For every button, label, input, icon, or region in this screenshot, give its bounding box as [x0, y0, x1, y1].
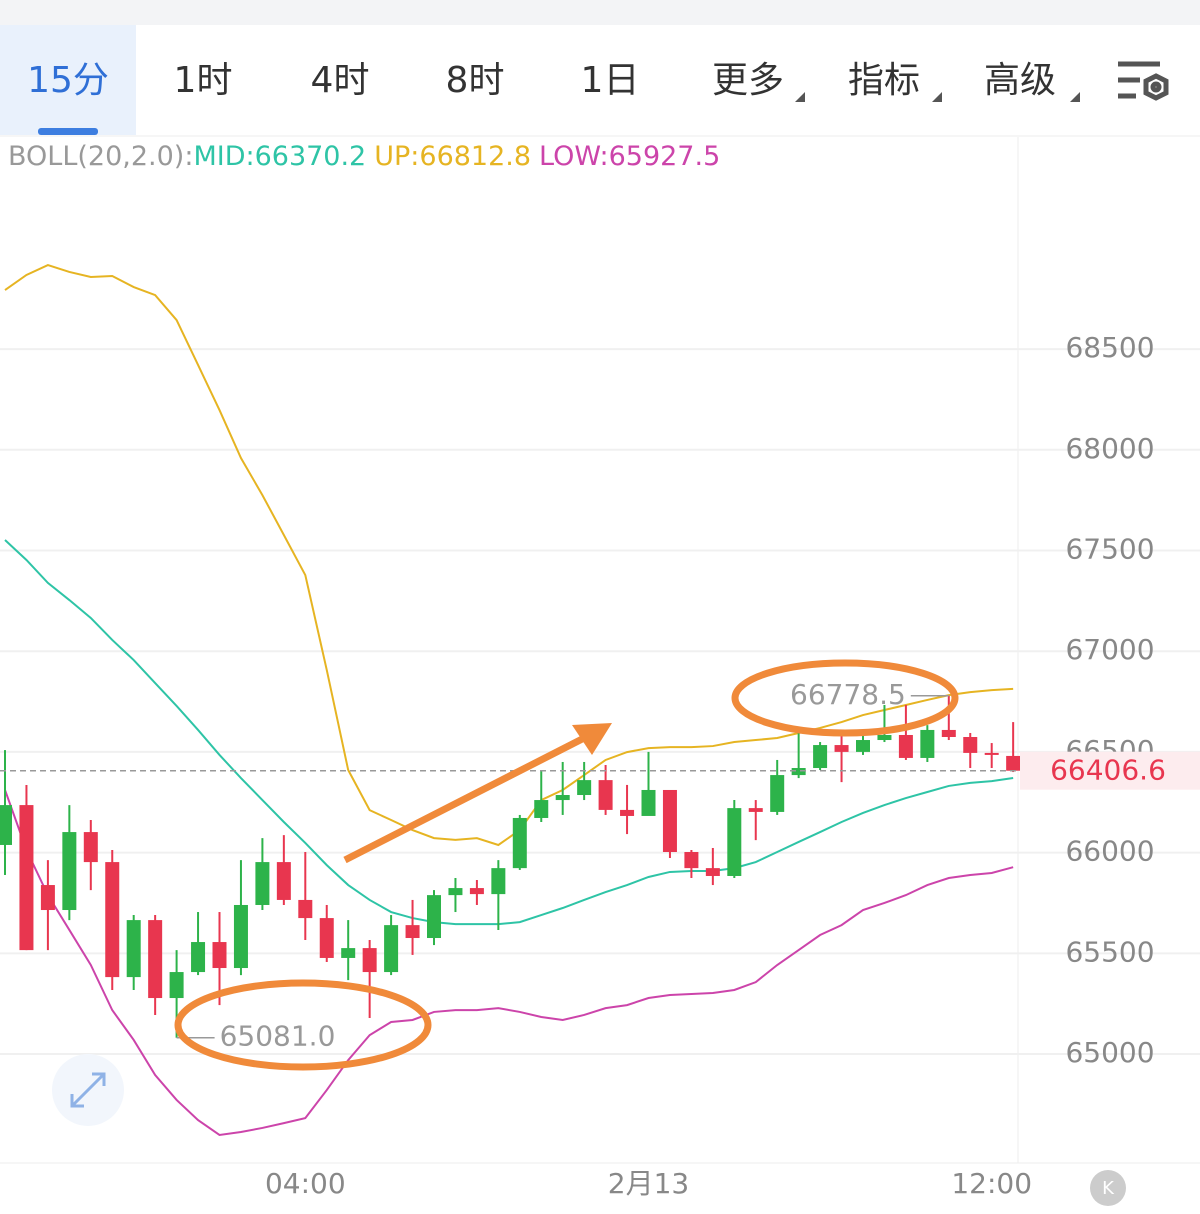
candle-body — [233, 904, 248, 969]
candle-body — [877, 734, 892, 741]
candle-body — [534, 800, 549, 818]
boll-line — [4, 264, 1014, 847]
tab-bar: 15分 1时 4时 8时 1日 更多 指标 高级 — [27, 60, 1056, 101]
candle-body — [19, 805, 34, 951]
annotation: 65081.0 — [220, 1020, 336, 1053]
candle-body — [491, 868, 506, 895]
candle-body — [705, 868, 720, 876]
candle-body — [298, 899, 313, 919]
candle-body — [83, 832, 98, 863]
x-tick-label: 04:00 — [265, 1167, 346, 1200]
y-tick-label: 68000 — [1065, 432, 1154, 465]
boll-line — [4, 539, 1014, 926]
candle-body — [319, 918, 334, 958]
candle-body — [212, 942, 227, 969]
y-tick-label: 66000 — [1065, 835, 1154, 868]
candle-body — [126, 920, 141, 978]
legend: BOLL(20,2.0):MID:66370.2 UP:66812.8 LOW:65… — [8, 141, 720, 172]
tab[interactable]: 更多 — [712, 60, 784, 101]
y-tick-label: 67500 — [1065, 532, 1154, 565]
tab[interactable]: 8时 — [446, 60, 505, 101]
tab[interactable]: 4时 — [311, 60, 370, 101]
candle-body — [40, 885, 55, 911]
candle-body — [362, 948, 377, 973]
active-tab-indicator — [38, 128, 98, 135]
candle-body — [148, 920, 163, 999]
legend-title: BOLL(20,2.0): — [8, 141, 193, 172]
candle-body — [0, 805, 12, 845]
candle-body — [791, 768, 806, 776]
hand-drawn-marks — [174, 659, 959, 1071]
boll-line — [4, 789, 1014, 1137]
x-tick-label: 2月13 — [608, 1167, 689, 1200]
candle-body — [384, 925, 399, 973]
candle-body — [469, 888, 484, 895]
dropdown-caret — [932, 92, 942, 102]
candle-body — [276, 862, 291, 900]
candle-body — [834, 745, 849, 752]
active-tab-bg — [0, 25, 136, 135]
y-tick-label: 67000 — [1065, 633, 1154, 666]
candle-body — [941, 729, 956, 738]
candle-body — [898, 734, 913, 758]
legend-item: UP:66812.8 — [374, 141, 531, 172]
last-price-label: 66406.6 — [1050, 754, 1166, 787]
candle-body — [405, 925, 420, 939]
legend-item: MID:66370.2 — [193, 141, 366, 172]
candle-body — [191, 942, 206, 973]
candle-body — [641, 789, 656, 816]
candle-body — [620, 809, 635, 816]
y-tick-label: 65500 — [1065, 935, 1154, 968]
y-tick-label: 65000 — [1065, 1036, 1154, 1069]
dropdown-caret — [1070, 92, 1080, 102]
candle-body — [727, 808, 742, 876]
x-tick-label: 12:00 — [951, 1167, 1032, 1200]
tab[interactable]: 高级 — [984, 60, 1056, 101]
candle-body — [169, 972, 184, 999]
candle-body — [770, 775, 785, 812]
tab[interactable]: 1日 — [581, 60, 640, 101]
candle-body — [963, 737, 978, 753]
expand-icon — [70, 1072, 106, 1108]
candle-body — [1006, 755, 1021, 771]
status-strip — [0, 0, 1200, 25]
tab[interactable]: 1时 — [174, 60, 233, 101]
candle-body — [341, 948, 356, 958]
candle-body — [555, 795, 570, 801]
candle-body — [662, 789, 677, 853]
legend-item: LOW:65927.5 — [539, 141, 720, 172]
candle-body — [105, 862, 120, 978]
candle-body — [598, 780, 613, 810]
k-button[interactable] — [1090, 1170, 1126, 1206]
candle-body — [813, 745, 828, 769]
candle-body — [577, 780, 592, 796]
candle-body — [512, 817, 527, 869]
candle-body — [920, 729, 935, 758]
candle-body — [448, 888, 463, 896]
candle-body — [984, 752, 999, 755]
annotation: 66778.5 — [790, 678, 906, 711]
candle-body — [62, 832, 77, 911]
tab[interactable]: 15分 — [27, 60, 109, 101]
plot: 6500065500660006650067000675006800068500… — [0, 264, 1200, 1200]
candle-body — [684, 852, 699, 869]
candle-body — [427, 895, 441, 939]
last-price-box — [1020, 751, 1200, 790]
candle-body — [748, 808, 763, 812]
k-icon: K — [1102, 1178, 1115, 1199]
y-tick-label: 68500 — [1065, 331, 1154, 364]
dropdown-caret — [795, 92, 805, 102]
candle-body — [856, 740, 870, 752]
tab[interactable]: 指标 — [848, 60, 920, 101]
candle-body — [255, 862, 270, 905]
settings-icon[interactable] — [1118, 61, 1169, 101]
